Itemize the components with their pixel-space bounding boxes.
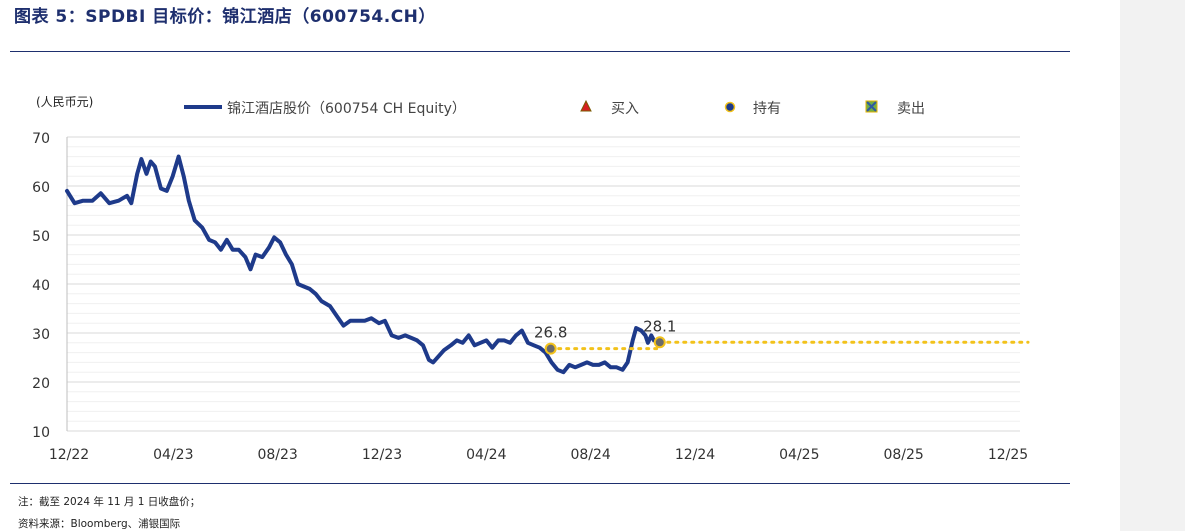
target-price-line [549, 340, 1030, 351]
y-tick-label: 60 [32, 180, 50, 196]
source-note: 资料来源：Bloomberg、浦银国际 [18, 518, 181, 530]
y-axis-label: (人民币元) [36, 95, 93, 109]
title-divider [10, 51, 1070, 52]
target-price-label: 26.8 [534, 324, 567, 342]
x-tick-label: 12/24 [675, 447, 715, 463]
x-tick-label: 12/25 [988, 447, 1028, 463]
x-tick-label: 08/24 [570, 447, 610, 463]
footnote: 注：截至 2024 年 11 月 1 日收盘价； [18, 496, 201, 508]
y-tick-label: 40 [32, 278, 50, 294]
hold-rating-marker [653, 336, 666, 349]
y-tick-label: 70 [32, 131, 50, 147]
y-tick-label: 10 [32, 425, 50, 441]
triangle-icon [580, 99, 592, 112]
x-tick-label: 04/25 [779, 447, 819, 463]
x-tick-label: 12/22 [49, 447, 89, 463]
target-price-label: 28.1 [643, 317, 676, 335]
circle-icon [724, 101, 736, 113]
x-tick-label: 12/23 [362, 447, 402, 463]
price-series [65, 154, 662, 375]
legend-label-buy: 买入 [611, 101, 639, 117]
hold-rating-marker [544, 342, 557, 355]
y-axis-tick-labels: 70 60 50 40 30 20 10 [32, 131, 50, 441]
chart-legend: 锦江酒店股价（600754 CH Equity） 买入 持有 卖出 [184, 99, 925, 117]
x-tick-label: 04/24 [466, 447, 506, 463]
price-chart: 70 60 50 40 30 20 10 12/22 04/23 08/23 12/23 04/24… [32, 95, 1030, 463]
x-tick-label: 04/23 [153, 447, 193, 463]
footer-divider [10, 483, 1070, 484]
x-mark-icon [866, 101, 877, 112]
y-tick-label: 50 [32, 229, 50, 245]
legend-label-hold: 持有 [753, 101, 781, 117]
rating-markers: 26.8 28.1 [534, 317, 676, 355]
x-tick-label: 08/25 [883, 447, 923, 463]
chart-grid [66, 136, 1020, 432]
x-tick-label: 08/23 [257, 447, 297, 463]
price-line [65, 154, 662, 375]
figure-title: 图表 5：SPDBI 目标价：锦江酒店（600754.CH） [14, 7, 436, 27]
page-margin-band [1120, 0, 1185, 531]
x-axis-tick-labels: 12/22 04/23 08/23 12/23 04/24 08/24 12/24 04/25… [49, 447, 1028, 463]
legend-label-sell: 卖出 [897, 101, 925, 117]
legend-label-price: 锦江酒店股价（600754 CH Equity） [227, 100, 466, 117]
y-tick-label: 30 [32, 327, 50, 343]
y-tick-label: 20 [32, 376, 50, 392]
